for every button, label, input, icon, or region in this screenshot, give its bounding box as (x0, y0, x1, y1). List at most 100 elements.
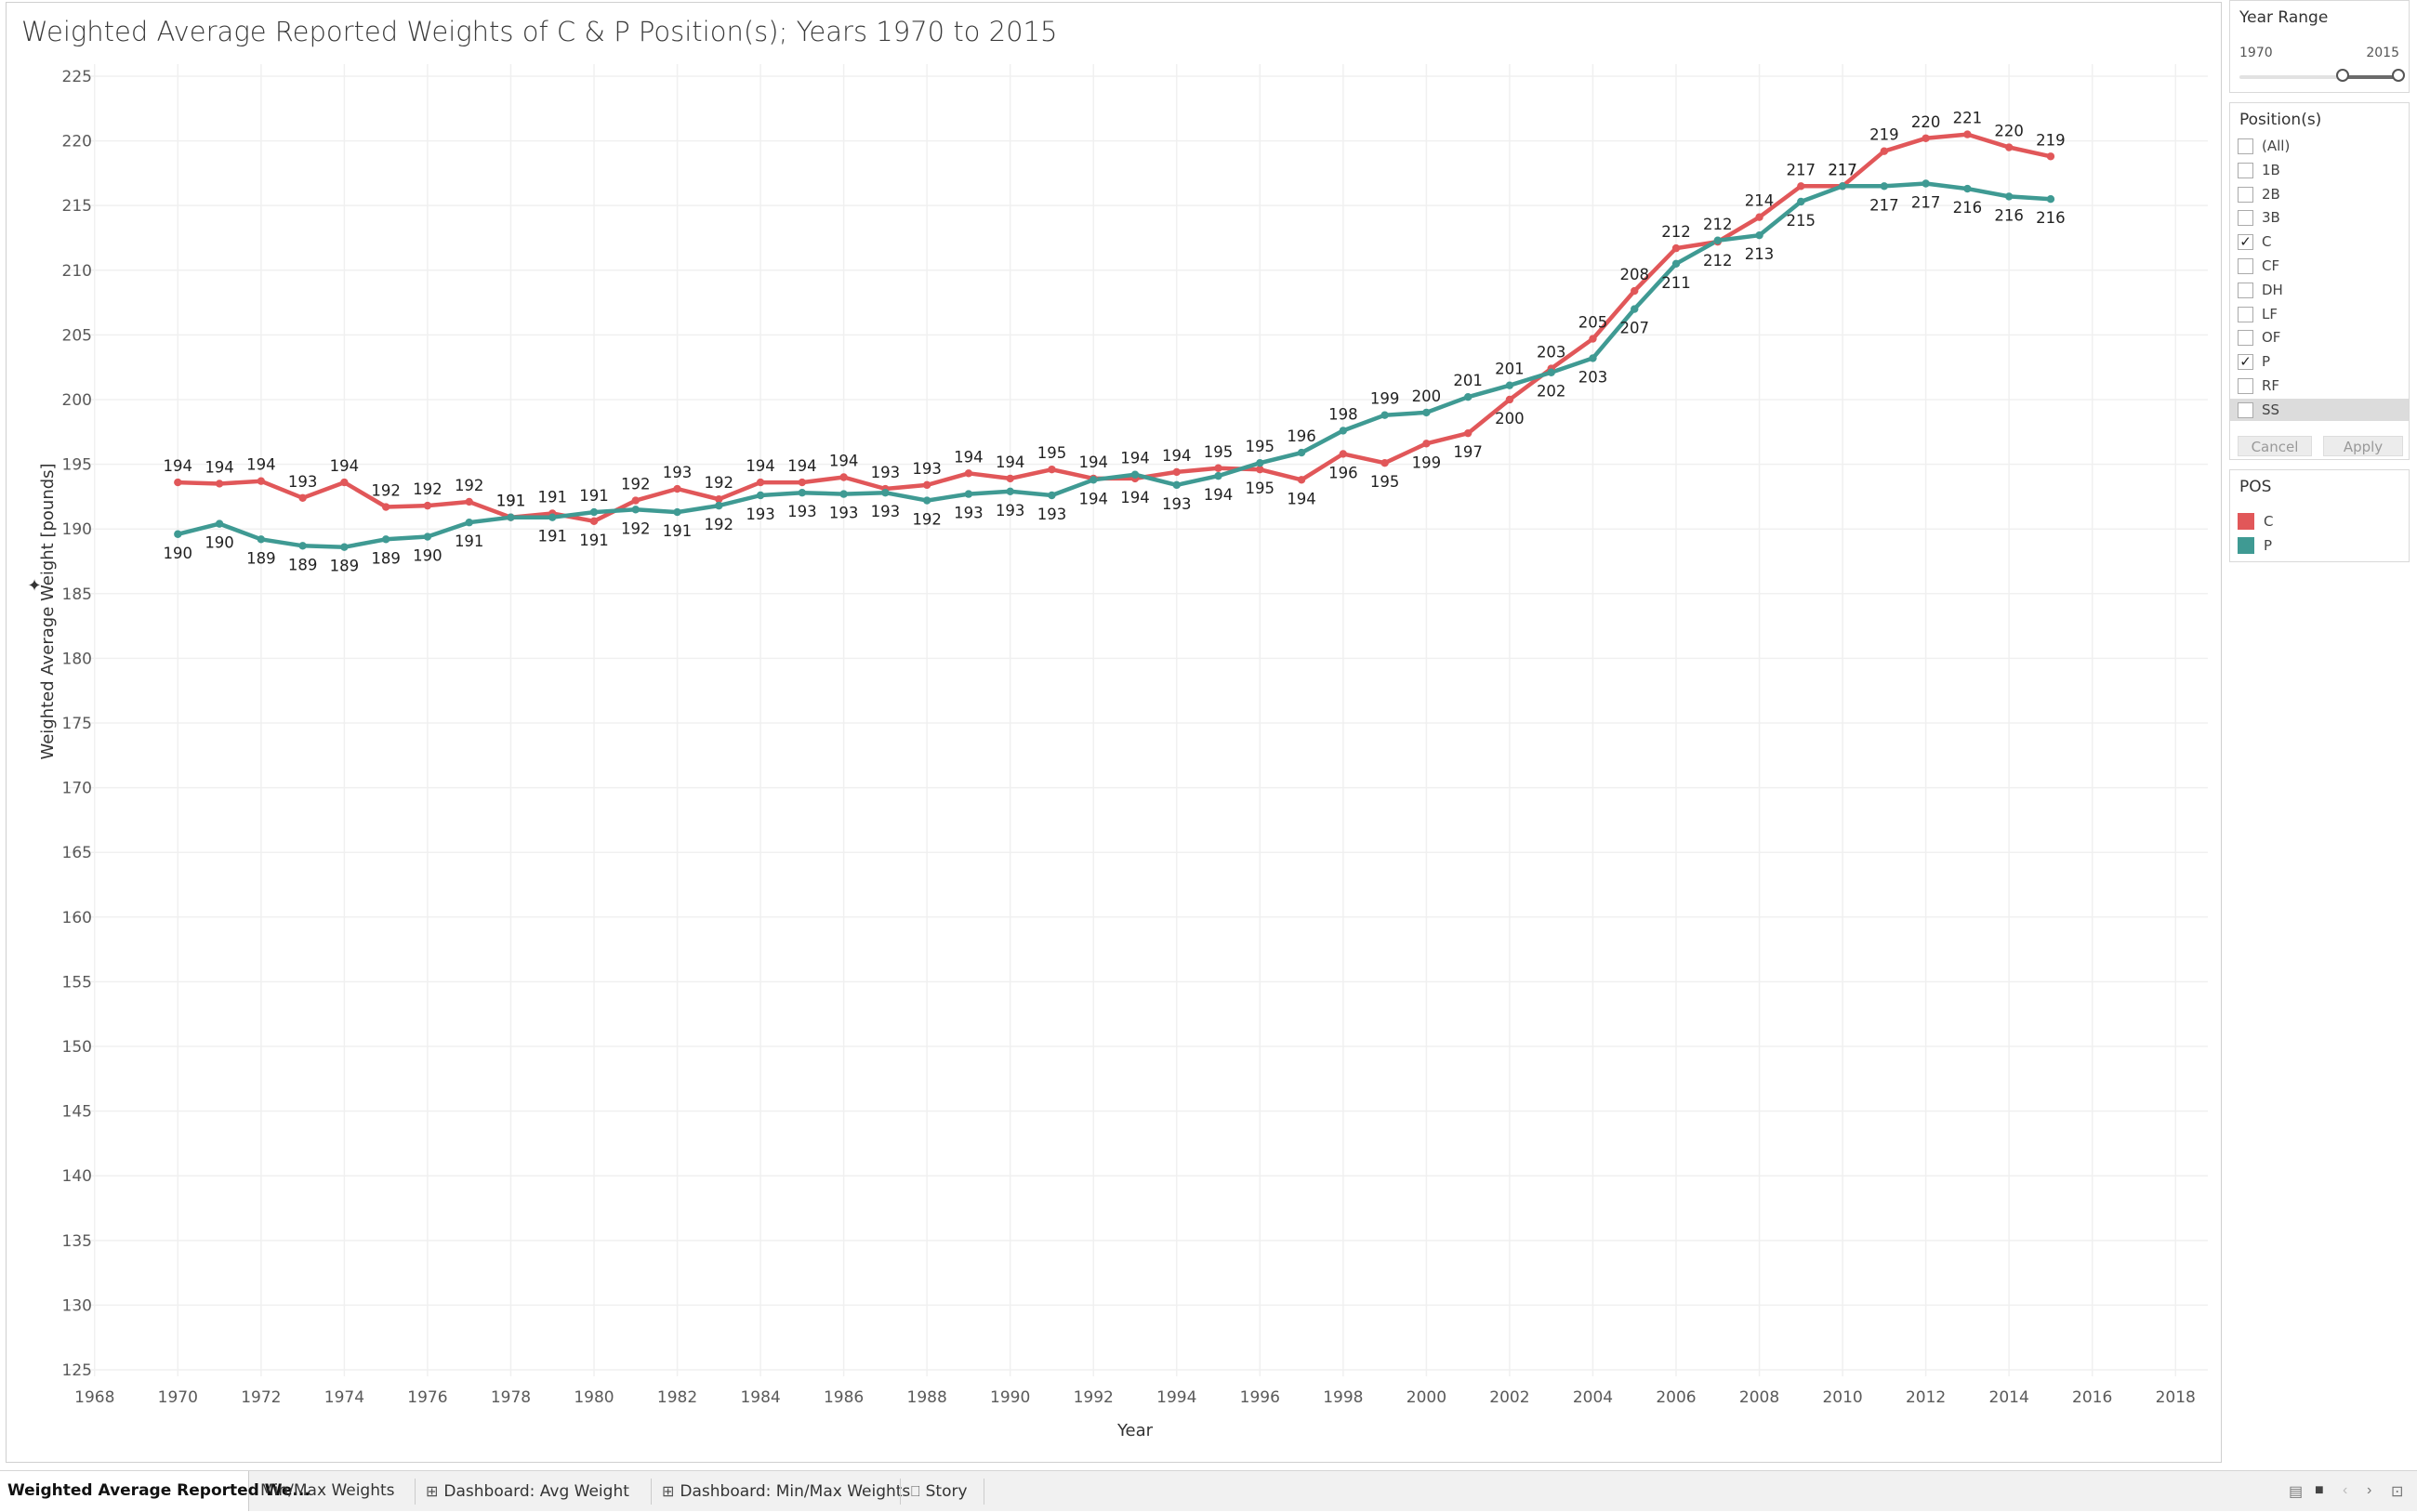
previous-sheet-icon[interactable]: ‹ (2343, 1482, 2348, 1498)
data-point-c (1256, 465, 1264, 474)
checkbox[interactable] (2238, 378, 2253, 394)
data-label-c: 217 (1828, 161, 1857, 178)
tab-story[interactable]: ⎕ Story (904, 1471, 975, 1511)
data-label-c: 199 (1412, 454, 1442, 471)
position-option-cf[interactable]: CF (2230, 255, 2409, 277)
data-point-p (1422, 408, 1431, 417)
checkbox[interactable] (2238, 282, 2253, 298)
position-option-ss[interactable]: SS (2230, 398, 2409, 421)
next-sheet-icon[interactable]: › (2367, 1482, 2372, 1498)
data-point-p (589, 507, 599, 517)
line-chart[interactable]: 125 130 135 140 145 150 155 160 165 170 175 180 185 1… (7, 3, 2223, 1464)
y-tick-label: 210 (62, 262, 92, 281)
position-option-3b[interactable]: 3B (2230, 206, 2409, 229)
position-option-all[interactable]: (All) (2230, 135, 2409, 157)
data-label-p: 191 (579, 487, 609, 505)
data-point-p (548, 513, 557, 521)
data-point-c (1880, 147, 1889, 155)
position-label: (All) (2262, 138, 2291, 154)
data-label-c: 194 (746, 457, 775, 475)
cancel-button[interactable]: Cancel (2238, 436, 2312, 456)
data-point-p (1256, 458, 1264, 467)
data-point-p (1547, 368, 1555, 376)
x-tick-label: 1974 (324, 1388, 364, 1407)
checkbox[interactable] (2238, 162, 2253, 178)
data-point-p (756, 491, 765, 500)
data-label-p: 194 (1120, 450, 1150, 467)
data-point-p (1838, 182, 1847, 191)
data-label-p: 207 (1619, 320, 1649, 337)
data-label-c: 196 (1328, 464, 1358, 481)
tab-weighted-average[interactable]: Weighted Average Reported We... (0, 1471, 310, 1511)
legend-label-c: C (2264, 513, 2274, 530)
data-label-c: 214 (1745, 192, 1775, 210)
checkbox[interactable]: ✓ (2238, 234, 2253, 251)
data-label-p: 189 (246, 549, 276, 567)
apply-button[interactable]: Apply (2323, 436, 2403, 456)
tab-label: Dashboard: Avg Weight (443, 1482, 629, 1501)
data-label-c: 200 (1495, 410, 1525, 427)
position-label: RF (2262, 377, 2280, 394)
tab-dashboard-min-max[interactable]: ⊞ Dashboard: Min/Max Weights (654, 1471, 918, 1511)
x-tick-label: 1986 (824, 1388, 864, 1407)
data-label-p: 193 (746, 506, 775, 523)
tab-min-max-weights[interactable]: Min/Max Weights (253, 1471, 403, 1511)
data-label-p: 193 (1162, 495, 1192, 513)
data-point-c (1922, 134, 1930, 142)
pin-icon: ✦ (27, 576, 41, 596)
data-label-p: 212 (1703, 216, 1733, 233)
x-tick-label: 2010 (1822, 1388, 1862, 1407)
data-label-c: 208 (1619, 266, 1649, 283)
position-option-of[interactable]: OF (2230, 326, 2409, 348)
checkbox[interactable] (2238, 401, 2253, 418)
tab-dashboard-avg-weight[interactable]: ⊞ Dashboard: Avg Weight (418, 1471, 637, 1511)
y-tick-label: 220 (62, 133, 92, 151)
position-label: CF (2262, 257, 2280, 274)
position-option-c[interactable]: ✓ C (2230, 230, 2409, 253)
y-tick-label: 135 (62, 1232, 92, 1251)
checkbox[interactable] (2238, 306, 2253, 322)
year-range-min-handle[interactable] (2336, 69, 2349, 82)
filmstrip-view-icon[interactable]: ▤ (2289, 1484, 2304, 1500)
checkbox[interactable] (2238, 258, 2253, 274)
checkbox[interactable]: ✓ (2238, 354, 2253, 371)
y-tick-label: 225 (62, 68, 92, 86)
data-label-c: 205 (1578, 314, 1608, 332)
data-point-c (1422, 440, 1431, 448)
year-range-filter: Year Range 1970 2015 (2229, 0, 2410, 93)
checkbox[interactable] (2238, 138, 2253, 154)
position-option-lf[interactable]: LF (2230, 303, 2409, 325)
position-option-p[interactable]: ✓ P (2230, 350, 2409, 373)
data-point-p (1380, 411, 1389, 419)
presentation-mode-icon[interactable]: ⊡ (2391, 1484, 2404, 1500)
checkbox[interactable] (2238, 186, 2253, 203)
year-range-max-handle[interactable] (2392, 69, 2405, 82)
data-label-p: 200 (1412, 388, 1442, 405)
data-label-p: 193 (954, 505, 984, 522)
checkbox[interactable] (2238, 210, 2253, 227)
checkbox[interactable] (2238, 330, 2253, 347)
position-option-rf[interactable]: RF (2230, 375, 2409, 397)
data-point-p (507, 513, 515, 521)
data-point-p (881, 489, 890, 497)
y-tick-label: 185 (62, 585, 92, 604)
tab-label: Min/Max Weights (260, 1481, 395, 1500)
data-label-p: 201 (1495, 361, 1525, 378)
legend-swatch-p (2238, 537, 2254, 554)
data-point-p (465, 519, 473, 527)
data-point-c (1589, 335, 1597, 343)
tab-label: Dashboard: Min/Max Weights (680, 1482, 911, 1501)
data-label-c: 193 (871, 464, 901, 481)
tabs-view-icon[interactable]: ■ (2315, 1482, 2324, 1498)
data-point-p (1339, 427, 1348, 435)
position-option-1b[interactable]: 1B (2230, 159, 2409, 181)
data-label-c: 221 (1953, 110, 1983, 127)
data-label-p: 217 (1828, 161, 1857, 178)
year-range-slider-track[interactable] (2239, 75, 2397, 79)
x-axis-title: Year (1116, 1421, 1154, 1440)
position-option-2b[interactable]: 2B (2230, 183, 2409, 205)
data-point-p (1922, 179, 1930, 188)
data-point-c (1463, 428, 1473, 438)
data-point-c (257, 477, 266, 485)
position-option-dh[interactable]: DH (2230, 279, 2409, 301)
